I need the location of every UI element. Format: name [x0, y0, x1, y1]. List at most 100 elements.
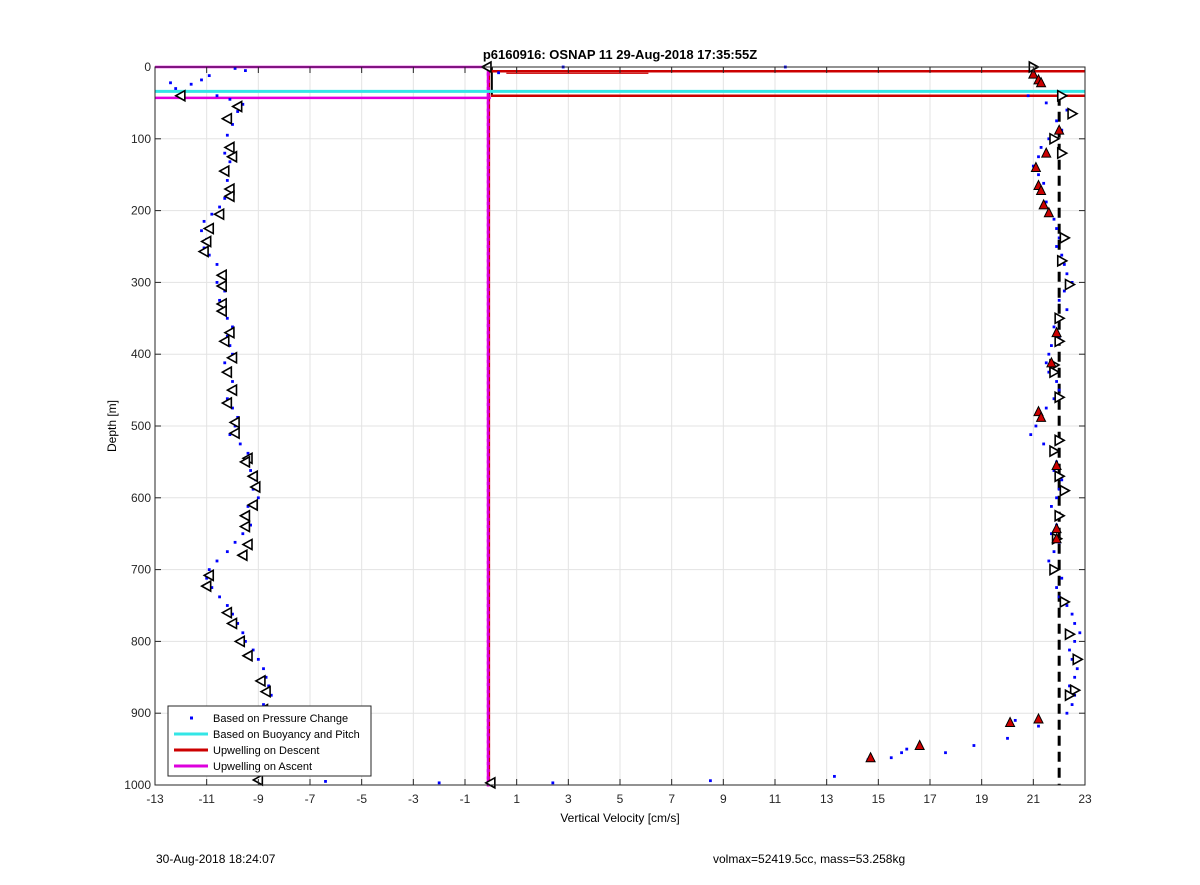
pressure-change-point	[1060, 576, 1064, 580]
upwelling-ascent-marker	[486, 273, 490, 277]
buoyancy-pitch-marker	[1069, 683, 1082, 697]
pressure-change-point	[241, 102, 245, 106]
upwelling-descent-marker	[1038, 198, 1049, 210]
buoyancy-pitch-marker	[1054, 311, 1066, 325]
pressure-change-point	[1037, 155, 1040, 159]
buoyancy-pitch-marker	[228, 416, 240, 429]
pressure-change-point	[1052, 469, 1056, 472]
pressure-change-point	[1057, 388, 1061, 392]
buoyancy-pitch-marker	[259, 685, 271, 699]
y-tick-label: 400	[131, 347, 151, 361]
buoyancy-pitch-marker	[1059, 484, 1071, 497]
pressure-change-point	[215, 263, 219, 266]
x-tick-label: 3	[565, 792, 572, 806]
pressure-change-point	[228, 433, 232, 437]
pressure-change-point	[231, 123, 234, 126]
pressure-change-point	[1062, 263, 1066, 266]
pressure-change-point	[1047, 559, 1051, 563]
buoyancy-pitch-marker	[1056, 146, 1069, 160]
pressure-change-point	[241, 532, 245, 536]
upwelling-ascent-marker	[486, 309, 490, 313]
buoyancy-pitch-marker	[1056, 254, 1069, 268]
pressure-change-point	[228, 160, 232, 164]
upwelling-ascent-marker	[486, 575, 490, 579]
upwelling-ascent-marker	[486, 618, 490, 622]
pressure-change-point	[1037, 724, 1040, 728]
buoyancy-pitch-marker	[212, 207, 225, 221]
buoyancy-pitch-marker	[238, 509, 251, 523]
pressure-change-point	[236, 622, 240, 625]
upwelling-ascent-marker	[486, 410, 490, 414]
pressure-change-point	[256, 657, 260, 661]
legend-box	[167, 705, 372, 777]
upwelling-ascent-marker	[486, 209, 490, 213]
pressure-change-point	[246, 505, 250, 508]
pressure-change-point	[1047, 370, 1051, 374]
x-tick-label: -9	[253, 792, 264, 806]
x-tick-label: -11	[198, 792, 215, 806]
pressure-change-point	[169, 81, 172, 85]
upwelling-ascent-marker	[486, 151, 490, 155]
x-tick-label: 23	[1078, 792, 1092, 806]
legend-swatch-dot	[190, 716, 193, 720]
pressure-change-point	[1050, 505, 1053, 508]
x-tick-label: 21	[1027, 792, 1041, 806]
upwelling-ascent-marker	[486, 539, 490, 543]
x-tick-label: 9	[720, 792, 727, 806]
legend-label: Based on Pressure Change	[213, 713, 348, 725]
upwelling-ascent-marker	[486, 733, 490, 737]
upwelling-ascent-marker	[486, 668, 490, 672]
legend-label: Based on Buoyancy and Pitch	[213, 729, 360, 741]
upwelling-ascent-marker	[486, 438, 490, 442]
upwelling-descent-marker	[1051, 326, 1062, 338]
pressure-change-point	[889, 756, 893, 760]
pressure-change-point	[1057, 298, 1061, 302]
upwelling-descent-marker	[1051, 459, 1062, 470]
pressure-change-point	[231, 325, 234, 329]
pressure-change-point	[218, 205, 221, 209]
pressure-change-point	[174, 87, 178, 90]
pressure-change-point	[228, 344, 232, 347]
upwelling-ascent-marker	[486, 72, 490, 76]
upwelling-ascent-marker	[486, 704, 490, 708]
pressure-change-point	[1055, 496, 1058, 500]
x-tick-label: 11	[769, 792, 782, 806]
pressure-change-point	[1065, 272, 1069, 276]
pressure-change-point	[1042, 442, 1046, 446]
upwelling-ascent-marker	[486, 237, 490, 241]
buoyancy-pitch-marker	[215, 297, 227, 311]
pressure-change-point	[1047, 352, 1051, 356]
upwelling-ascent-marker	[486, 546, 490, 550]
pressure-change-point	[1068, 684, 1071, 688]
pressure-change-point	[215, 281, 219, 284]
upwelling-ascent-marker	[486, 611, 490, 615]
y-tick-label: 600	[131, 491, 151, 505]
buoyancy-pitch-marker	[254, 674, 266, 688]
pressure-change-point	[1050, 344, 1053, 347]
pressure-change-point	[1060, 478, 1064, 482]
upwelling-descent-marker	[1051, 532, 1062, 544]
pressure-change-point	[1068, 648, 1071, 652]
upwelling-descent-marker	[865, 751, 876, 763]
buoyancy-pitch-marker	[218, 164, 230, 178]
buoyancy-pitch-marker	[215, 268, 227, 282]
buoyancy-pitch-marker	[200, 235, 212, 248]
upwelling-ascent-marker	[486, 632, 490, 636]
upwelling-ascent-marker	[486, 266, 490, 270]
x-tick-label: -7	[305, 792, 316, 806]
pressure-change-point	[218, 298, 221, 302]
buoyancy-pitch-marker	[225, 351, 238, 365]
legend-label: Upwelling on Ascent	[213, 761, 312, 773]
upwelling-ascent-marker	[486, 359, 490, 363]
upwelling-ascent-marker	[486, 115, 490, 119]
y-tick-label: 700	[131, 563, 151, 577]
pressure-change-point	[205, 576, 209, 580]
upwelling-ascent-marker	[486, 108, 490, 112]
y-tick-label: 800	[131, 634, 151, 648]
pressure-change-point	[207, 253, 211, 257]
buoyancy-pitch-marker	[231, 100, 243, 113]
upwelling-ascent-marker	[486, 604, 490, 607]
upwelling-ascent-marker	[486, 453, 490, 457]
pressure-change-point	[244, 640, 247, 643]
pressure-change-point	[233, 67, 237, 70]
